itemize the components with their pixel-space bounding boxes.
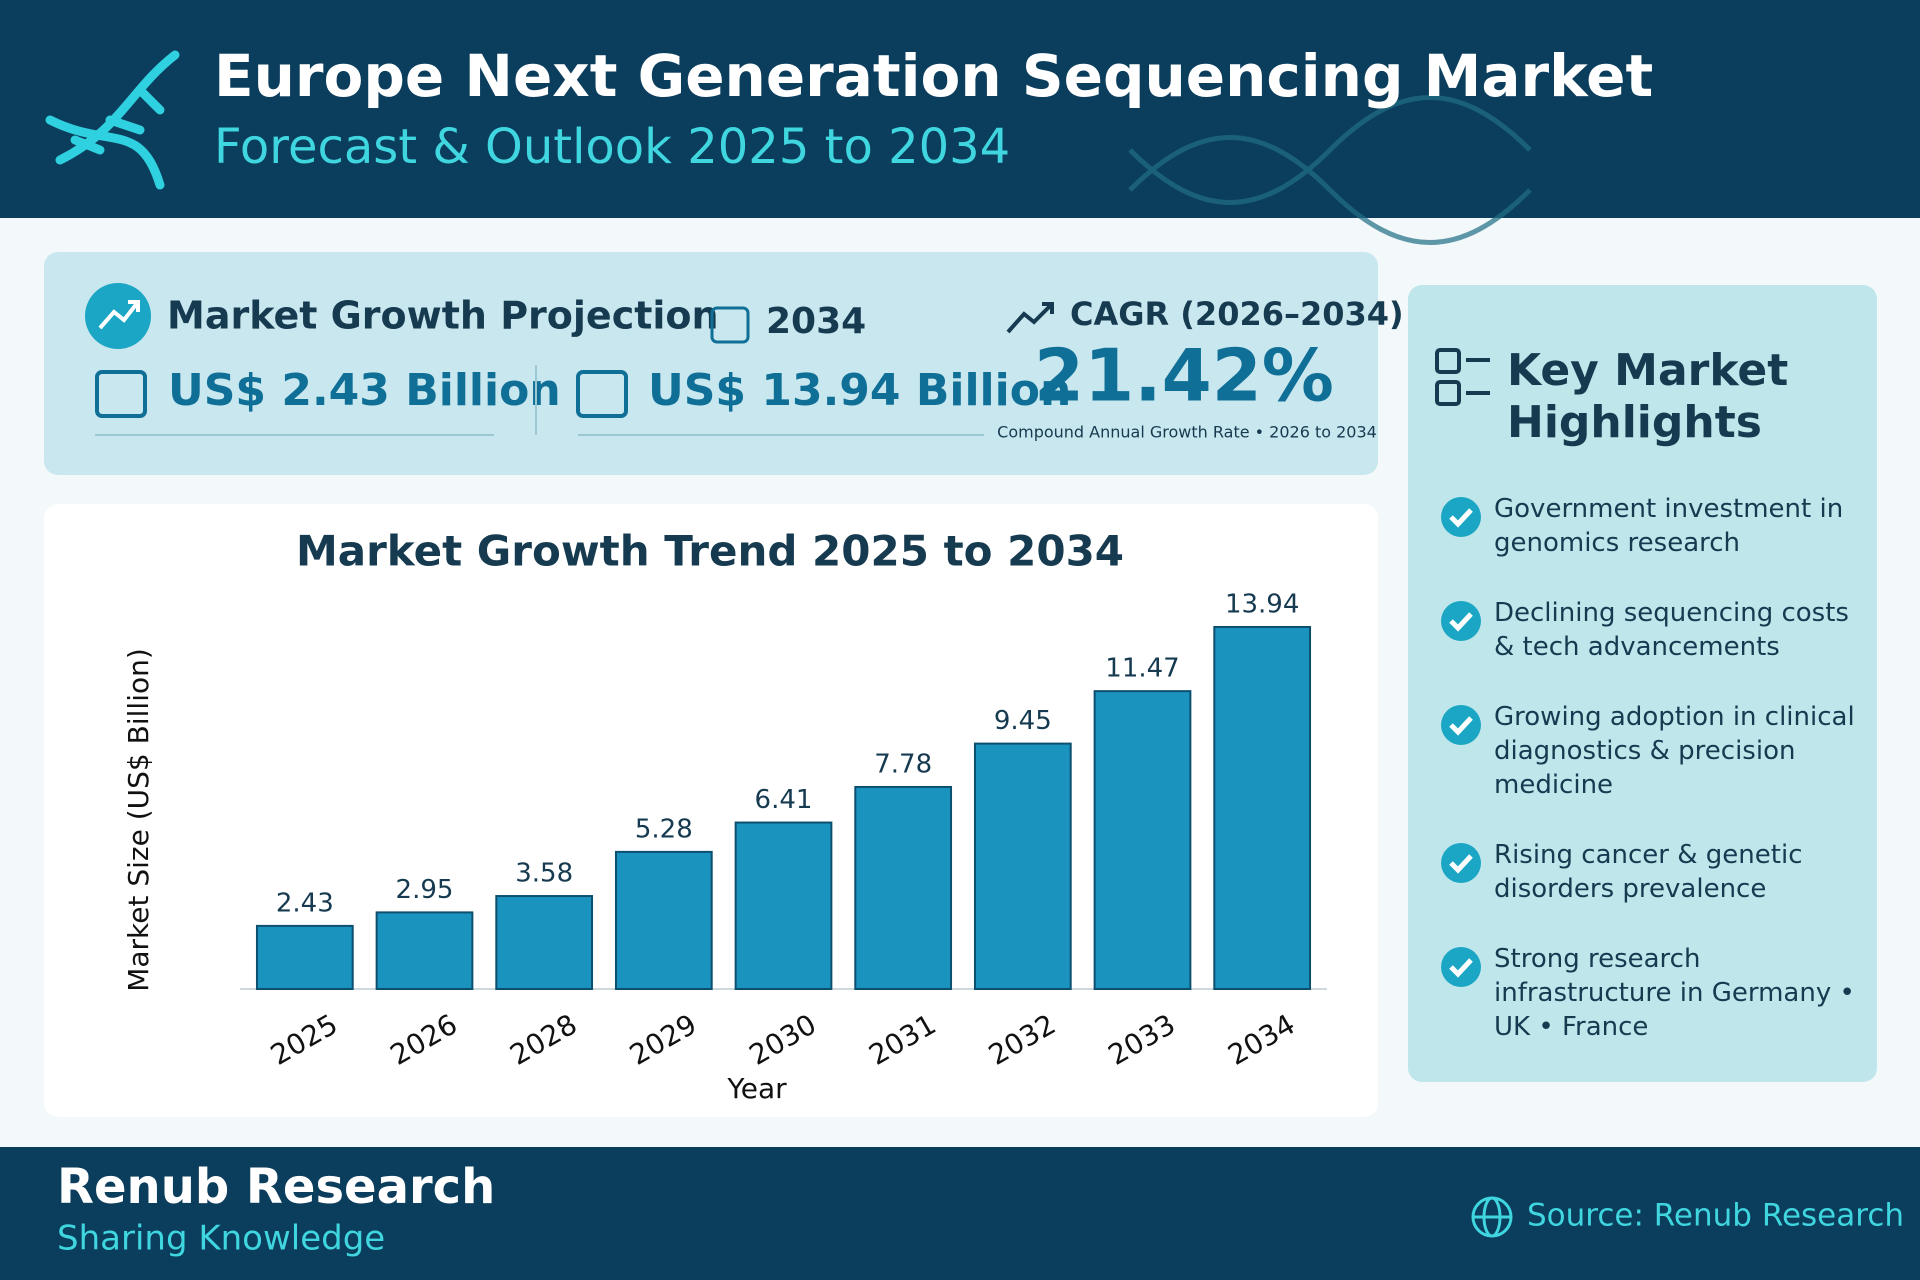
value-label: 2.95 (396, 875, 454, 905)
chart-title: Market Growth Trend 2025 to 2034 (296, 527, 1124, 576)
highlights-list: Government investment in genomics resear… (1440, 492, 1860, 1080)
checklist-icon (1435, 348, 1490, 406)
start-value: US$ 2.43 Billion (168, 365, 561, 416)
footer-bg (0, 1147, 1920, 1280)
x-axis-label: Year (726, 1072, 787, 1105)
bar (734, 821, 833, 990)
value-label: 13.94 (1225, 590, 1299, 620)
check-icon (1441, 843, 1481, 883)
check-icon (1441, 497, 1481, 537)
value-label: 9.45 (994, 706, 1052, 736)
bar (375, 911, 474, 991)
bar (1093, 690, 1192, 990)
highlight-item: Rising cancer & genetic disorders preval… (1440, 838, 1860, 906)
globe-icon (1471, 1196, 1513, 1238)
value-label: 6.41 (755, 785, 813, 815)
end-value: US$ 13.94 Billion (648, 365, 1071, 416)
footer-brand: Renub Research (57, 1159, 495, 1215)
cagr-value: 21.42% (1034, 334, 1334, 418)
value-label: 2.43 (276, 888, 334, 918)
cagr-note: Compound Annual Growth Rate • 2026 to 20… (997, 423, 1377, 442)
page-subtitle: Forecast & Outlook 2025 to 2034 (214, 119, 1010, 175)
dna-decoration (1128, 95, 1532, 245)
page-title: Europe Next Generation Sequencing Market (214, 42, 1653, 110)
highlight-text: Rising cancer & genetic disorders preval… (1494, 840, 1803, 904)
highlights-card (1408, 285, 1877, 1082)
calendar-icon (576, 370, 628, 418)
highlight-text: Strong research infrastructure in German… (1494, 944, 1855, 1042)
check-icon (1441, 601, 1481, 641)
highlight-text: Growing adoption in clinical diagnostics… (1494, 702, 1855, 800)
calendar-icon (710, 306, 750, 344)
bar (854, 785, 953, 991)
footer-source: Source: Renub Research (1527, 1198, 1904, 1234)
dna-logo (45, 50, 180, 190)
summary-year: 2034 (766, 301, 866, 342)
value-label: 5.28 (635, 814, 693, 844)
highlight-item: Government investment in genomics resear… (1440, 492, 1860, 560)
summary-heading: Market Growth Projection (167, 294, 719, 338)
summary-card (44, 252, 1378, 475)
bar (614, 850, 713, 990)
highlight-item: Growing adoption in clinical diagnostics… (1440, 700, 1860, 802)
check-icon (1441, 705, 1481, 745)
bar (1213, 626, 1312, 990)
plot-area: 2.4320252.9520263.5820285.2820296.412030… (240, 590, 1327, 1072)
highlight-text: Government investment in genomics resear… (1494, 494, 1844, 558)
cagr-icon (1006, 302, 1054, 334)
calendar-icon (95, 370, 147, 418)
highlight-item: Strong research infrastructure in German… (1440, 942, 1860, 1044)
highlight-item: Declining sequencing costs & tech advanc… (1440, 596, 1860, 664)
growth-icon-arrow (98, 300, 140, 330)
bar (255, 924, 354, 991)
cagr-label: CAGR (2026–2034) (1070, 295, 1404, 333)
value-label: 7.78 (874, 749, 932, 779)
y-axis-label: Market Size (US$ Billion) (122, 648, 155, 992)
value-label: 3.58 (515, 859, 573, 889)
bar (973, 742, 1072, 990)
header-bg (0, 0, 1920, 218)
highlights-title: Key Market Highlights (1507, 345, 1789, 448)
check-icon (1441, 947, 1481, 987)
bar (495, 895, 594, 991)
footer-tagline: Sharing Knowledge (57, 1219, 385, 1259)
value-label: 11.47 (1105, 654, 1179, 684)
highlight-text: Declining sequencing costs & tech advanc… (1494, 598, 1849, 662)
